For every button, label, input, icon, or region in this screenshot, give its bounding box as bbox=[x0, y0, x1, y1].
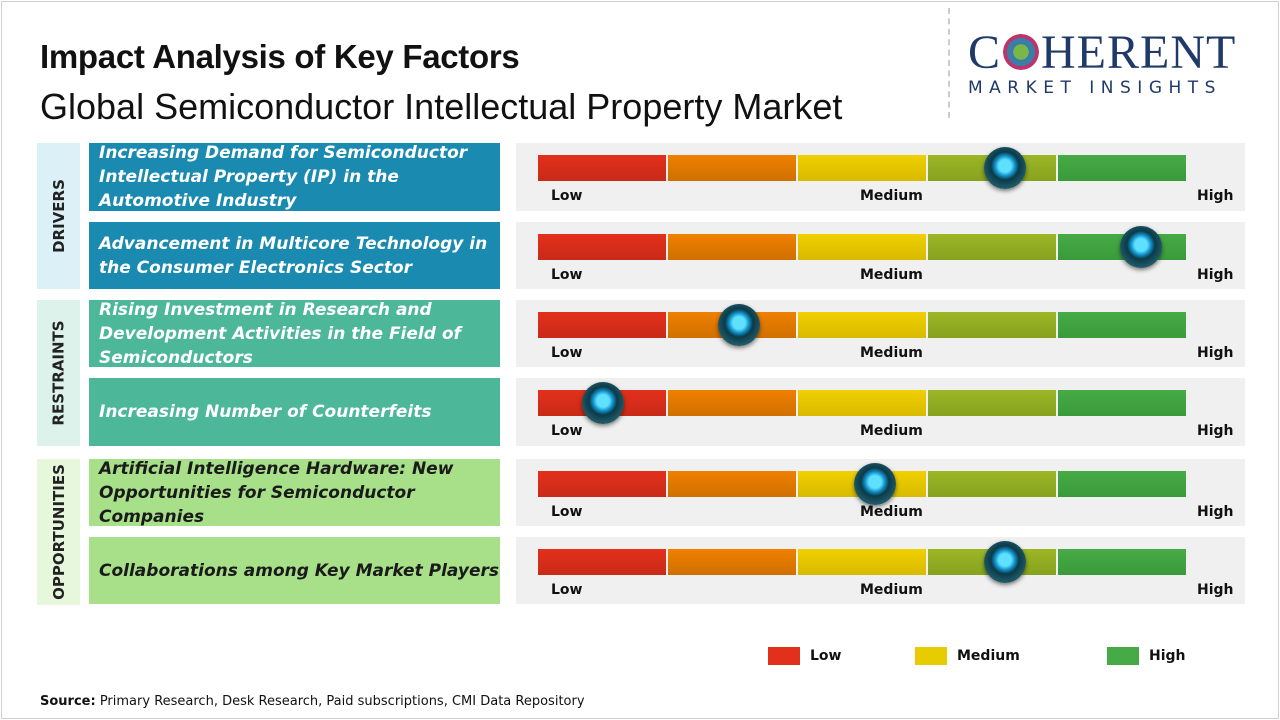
impact-scale: Low Medium High bbox=[516, 378, 1245, 446]
page-subtitle: Global Semiconductor Intellectual Proper… bbox=[40, 86, 843, 127]
scale-medium-label: Medium bbox=[860, 582, 923, 598]
factor-label: Collaborations among Key Market Players bbox=[89, 537, 500, 604]
scale-low-label: Low bbox=[551, 188, 583, 204]
impact-indicator-knob bbox=[581, 382, 624, 424]
legend-label: Low bbox=[810, 648, 842, 664]
bar-segment bbox=[1058, 471, 1186, 497]
bar-segment bbox=[798, 234, 926, 260]
impact-bar bbox=[538, 541, 1186, 583]
bar-segment bbox=[798, 312, 926, 338]
legend-medium: Medium bbox=[915, 647, 1020, 665]
scale-high-label: High bbox=[1197, 188, 1234, 204]
scale-high-label: High bbox=[1197, 423, 1234, 439]
category-label: OPPORTUNITIES bbox=[49, 464, 68, 600]
bar-segment bbox=[798, 155, 926, 181]
impact-scale: Low Medium High bbox=[516, 459, 1245, 526]
category-restraints: RESTRAINTS bbox=[37, 300, 80, 446]
bar-segment bbox=[928, 471, 1056, 497]
bar-segment bbox=[538, 471, 666, 497]
impact-indicator-knob bbox=[717, 304, 760, 346]
impact-scale: Low Medium High bbox=[516, 222, 1245, 289]
impact-indicator-knob bbox=[983, 541, 1026, 583]
bar-segment bbox=[668, 549, 796, 575]
legend-swatch bbox=[768, 647, 800, 665]
scale-medium-label: Medium bbox=[860, 188, 923, 204]
bar-segment bbox=[538, 155, 666, 181]
source-label: Source: bbox=[40, 694, 96, 709]
factor-label: Rising Investment in Research and Develo… bbox=[89, 300, 500, 368]
impact-scale: Low Medium High bbox=[516, 300, 1245, 367]
bar-segment bbox=[1058, 390, 1186, 416]
factor-label: Increasing Demand for Semiconductor Inte… bbox=[89, 143, 500, 211]
bar-segment bbox=[538, 234, 666, 260]
divider bbox=[948, 8, 950, 118]
bar-segment bbox=[1058, 549, 1186, 575]
legend-label: High bbox=[1149, 648, 1186, 664]
scale-low-label: Low bbox=[551, 423, 583, 439]
scale-low-label: Low bbox=[551, 267, 583, 283]
logo-c: C bbox=[968, 26, 1002, 79]
globe-icon bbox=[1003, 34, 1040, 70]
scale-medium-label: Medium bbox=[860, 267, 923, 283]
impact-scale: Low Medium High bbox=[516, 143, 1245, 211]
scale-high-label: High bbox=[1197, 582, 1234, 598]
bar-segment bbox=[538, 549, 666, 575]
impact-bar bbox=[538, 226, 1186, 268]
bar-segment bbox=[928, 390, 1056, 416]
bar-segment bbox=[1058, 312, 1186, 338]
bar-segment bbox=[538, 312, 666, 338]
bar-segment bbox=[798, 390, 926, 416]
impact-scale: Low Medium High bbox=[516, 537, 1245, 604]
logo-subtitle: MARKET INSIGHTS bbox=[968, 78, 1222, 98]
source-note: Source: Primary Research, Desk Research,… bbox=[40, 694, 585, 709]
category-opportunities: OPPORTUNITIES bbox=[37, 459, 80, 605]
legend-high: High bbox=[1107, 647, 1186, 665]
logo-rest: HERENT bbox=[1041, 26, 1237, 79]
factor-label: Increasing Number of Counterfeits bbox=[89, 378, 500, 446]
bar-segment bbox=[928, 234, 1056, 260]
impact-indicator-knob bbox=[1119, 226, 1162, 268]
bar-segment bbox=[1058, 155, 1186, 181]
scale-medium-label: Medium bbox=[860, 504, 923, 520]
scale-low-label: Low bbox=[551, 504, 583, 520]
scale-low-label: Low bbox=[551, 345, 583, 361]
bar-segment bbox=[928, 312, 1056, 338]
scale-medium-label: Medium bbox=[860, 345, 923, 361]
impact-indicator-knob bbox=[853, 463, 896, 505]
impact-bar bbox=[538, 147, 1186, 189]
bar-segment bbox=[798, 549, 926, 575]
category-drivers: DRIVERS bbox=[37, 143, 80, 289]
scale-high-label: High bbox=[1197, 504, 1234, 520]
bar-segment bbox=[668, 155, 796, 181]
bar-segment bbox=[668, 234, 796, 260]
factor-label: Artificial Intelligence Hardware: New Op… bbox=[89, 459, 500, 527]
scale-low-label: Low bbox=[551, 582, 583, 598]
legend-label: Medium bbox=[957, 648, 1020, 664]
factor-label: Advancement in Multicore Technology in t… bbox=[89, 222, 500, 289]
bar-segment bbox=[668, 471, 796, 497]
scale-medium-label: Medium bbox=[860, 423, 923, 439]
legend-low: Low bbox=[768, 647, 841, 665]
impact-bar bbox=[538, 304, 1186, 346]
category-label: DRIVERS bbox=[49, 179, 68, 253]
bar-segment bbox=[668, 390, 796, 416]
page-title: Impact Analysis of Key Factors bbox=[40, 38, 520, 75]
impact-bar bbox=[538, 382, 1186, 424]
source-text: Primary Research, Desk Research, Paid su… bbox=[95, 694, 585, 709]
company-logo: C HERENT MARKET INSIGHTS bbox=[968, 29, 1263, 99]
impact-bar bbox=[538, 463, 1186, 505]
legend-swatch bbox=[915, 647, 947, 665]
category-label: RESTRAINTS bbox=[49, 320, 68, 426]
scale-high-label: High bbox=[1197, 267, 1234, 283]
scale-high-label: High bbox=[1197, 345, 1234, 361]
impact-indicator-knob bbox=[983, 147, 1026, 189]
legend-swatch bbox=[1107, 647, 1139, 665]
